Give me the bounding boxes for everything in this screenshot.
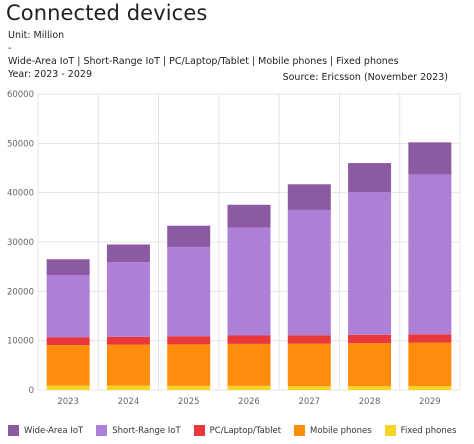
y-tick-label: 40000 xyxy=(7,189,34,199)
bar-segment xyxy=(408,142,452,175)
bar-segment xyxy=(287,343,331,387)
bar-segment xyxy=(106,385,150,390)
legend-item[interactable]: Fixed phones xyxy=(384,425,457,436)
bar-segment xyxy=(408,342,452,387)
bar-segment xyxy=(106,244,150,263)
chart-legend: Wide-Area IoT Short-Range IoT PC/Laptop/Ta… xyxy=(8,425,474,436)
x-tick-label: 2027 xyxy=(298,397,320,407)
legend-label: Wide-Area IoT xyxy=(24,425,84,436)
legend-label: Short-Range IoT xyxy=(112,425,181,436)
bar-segment xyxy=(167,246,211,337)
bar-segment xyxy=(287,184,331,210)
legend-label: Mobile phones xyxy=(310,425,372,436)
bar-segment xyxy=(227,343,271,386)
legend-swatch xyxy=(384,425,396,436)
bar-segment xyxy=(106,336,150,345)
bar-segment xyxy=(408,334,452,343)
x-tick-label: 2029 xyxy=(419,397,441,407)
bar-segment xyxy=(348,334,392,344)
bar-segment xyxy=(106,262,150,337)
y-tick-label: 60000 xyxy=(7,90,34,100)
legend-item[interactable]: PC/Laptop/Tablet xyxy=(193,425,282,436)
bar-segment xyxy=(227,335,271,344)
bar-segment xyxy=(348,386,392,390)
bar-segment xyxy=(46,259,90,276)
legend-label: PC/Laptop/Tablet xyxy=(209,425,282,436)
bar-segment xyxy=(46,275,90,338)
bar-segment xyxy=(348,343,392,387)
legend-item[interactable]: Short-Range IoT xyxy=(96,425,181,436)
legend-swatch xyxy=(96,425,108,436)
bar-segment xyxy=(408,386,452,390)
bar-segment xyxy=(167,225,211,247)
x-tick-label: 2024 xyxy=(118,397,140,407)
source-label: Source: Ericsson (November 2023) xyxy=(282,72,448,83)
bar-segment xyxy=(227,227,271,336)
y-tick-label: 50000 xyxy=(7,139,34,149)
y-tick-label: 10000 xyxy=(7,337,34,347)
bar-segment xyxy=(227,385,271,390)
legend-swatch xyxy=(294,425,306,436)
x-tick-label: 2023 xyxy=(57,397,79,407)
dash-label: - xyxy=(8,43,12,54)
bar-segment xyxy=(348,192,392,335)
bar-segment xyxy=(287,209,331,336)
x-tick-label: 2025 xyxy=(178,397,200,407)
legend-item[interactable]: Wide-Area IoT xyxy=(8,425,83,436)
legend-swatch xyxy=(8,425,19,436)
legend-item[interactable]: Mobile phones xyxy=(294,425,372,436)
bar-segment xyxy=(167,344,211,386)
y-tick-label: 20000 xyxy=(7,287,34,297)
chart-title: Connected devices xyxy=(6,1,208,25)
bar-segment xyxy=(46,337,90,346)
bar-segment xyxy=(287,335,331,344)
x-tick-label: 2028 xyxy=(359,397,381,407)
bar-segment xyxy=(227,204,271,228)
stacked-bar-chart: 0 10000 20000 30000 40000 50000 60000 2023 2024 2… xyxy=(7,90,461,407)
legend-swatch xyxy=(193,425,205,436)
year-range-label: Year: 2023 - 2029 xyxy=(8,69,92,80)
x-tick-label: 2026 xyxy=(238,397,260,407)
series-list-label: Wide-Area IoT | Short-Range IoT | PC/Lap… xyxy=(8,56,399,67)
bar-segment xyxy=(167,336,211,345)
bar-segment xyxy=(106,344,150,386)
bar-segment xyxy=(46,345,90,386)
unit-label: Unit: Million xyxy=(8,30,65,41)
bar-segment xyxy=(408,174,452,335)
y-tick-label: 30000 xyxy=(7,238,34,248)
bar-segment xyxy=(348,163,392,193)
legend-label: Fixed phones xyxy=(400,425,457,436)
y-tick-label: 0 xyxy=(29,386,34,396)
bar-segment xyxy=(287,386,331,390)
bar-segment xyxy=(46,385,90,390)
bar-segment xyxy=(167,385,211,390)
